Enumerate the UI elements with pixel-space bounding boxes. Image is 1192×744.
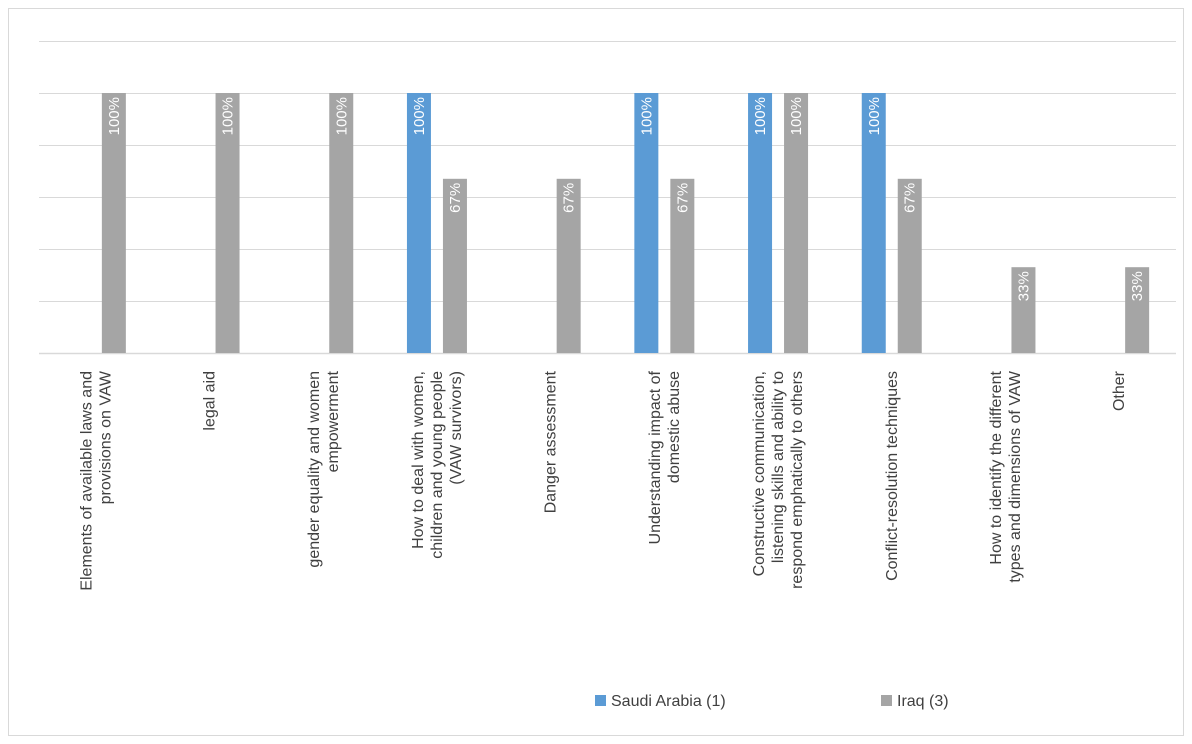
bar-iraq	[556, 178, 581, 353]
data-label: 100%	[220, 97, 237, 135]
category-label: How to identify the different	[988, 370, 1005, 564]
legend-swatch	[595, 695, 606, 706]
category-label: gender equality and women	[306, 371, 323, 568]
data-label: 100%	[411, 97, 428, 135]
bar-iraq	[101, 93, 126, 353]
category-label: respond emphatically to others	[789, 371, 806, 589]
bar-iraq	[1011, 267, 1036, 353]
bar-saudi-arabia	[634, 93, 659, 353]
category-label: legal aid	[202, 371, 219, 431]
category-label: Conflict-resolution techniques	[884, 371, 901, 581]
category-label: types and dimensions of VAW	[1007, 370, 1024, 583]
category-label: provisions on VAW	[97, 370, 114, 504]
bar-iraq	[215, 93, 240, 353]
bar-iraq	[1125, 267, 1150, 353]
category-label: Other	[1111, 370, 1128, 411]
legend-label: Saudi Arabia (1)	[611, 693, 726, 710]
data-label: 100%	[788, 97, 805, 135]
category-label: empowerment	[325, 370, 342, 472]
data-label: 100%	[752, 97, 769, 135]
legend-label: Iraq (3)	[897, 693, 949, 710]
bar-iraq	[329, 93, 354, 353]
data-label: 67%	[674, 183, 691, 213]
data-label: 100%	[866, 97, 883, 135]
bar-chart: 100% 100% 100% 100% 67% 67% 100% 67% 100% 100% 100…	[39, 41, 1176, 710]
category-label: (VAW survivors)	[448, 371, 465, 485]
bar-iraq	[670, 178, 695, 353]
bar-iraq	[897, 178, 922, 353]
bar-saudi-arabia	[748, 93, 773, 353]
category-label: Elements of available laws and	[78, 371, 95, 591]
category-label: How to deal with women,	[410, 371, 427, 549]
bar-saudi-arabia	[406, 93, 431, 353]
bar-iraq	[442, 178, 467, 353]
category-label: Constructive communication,	[751, 371, 768, 576]
data-label: 100%	[638, 97, 655, 135]
category-label: children and young people	[429, 371, 446, 559]
data-label: 33%	[1015, 271, 1032, 301]
bar-saudi-arabia	[861, 93, 886, 353]
chart-frame: 100% 100% 100% 100% 67% 67% 100% 67% 100% 100% 100…	[8, 8, 1184, 736]
data-label: 67%	[447, 183, 464, 213]
legend-swatch	[881, 695, 892, 706]
data-label: 67%	[561, 183, 578, 213]
category-label: domestic abuse	[666, 371, 683, 483]
data-label: 100%	[333, 97, 350, 135]
data-label: 33%	[1129, 271, 1146, 301]
bar-iraq	[784, 93, 809, 353]
data-label: 67%	[902, 183, 919, 213]
category-label: Understanding impact of	[647, 370, 664, 544]
category-label: listening skills and ability to	[770, 371, 787, 563]
category-label: Danger assessment	[543, 370, 560, 513]
data-label: 100%	[106, 97, 123, 135]
